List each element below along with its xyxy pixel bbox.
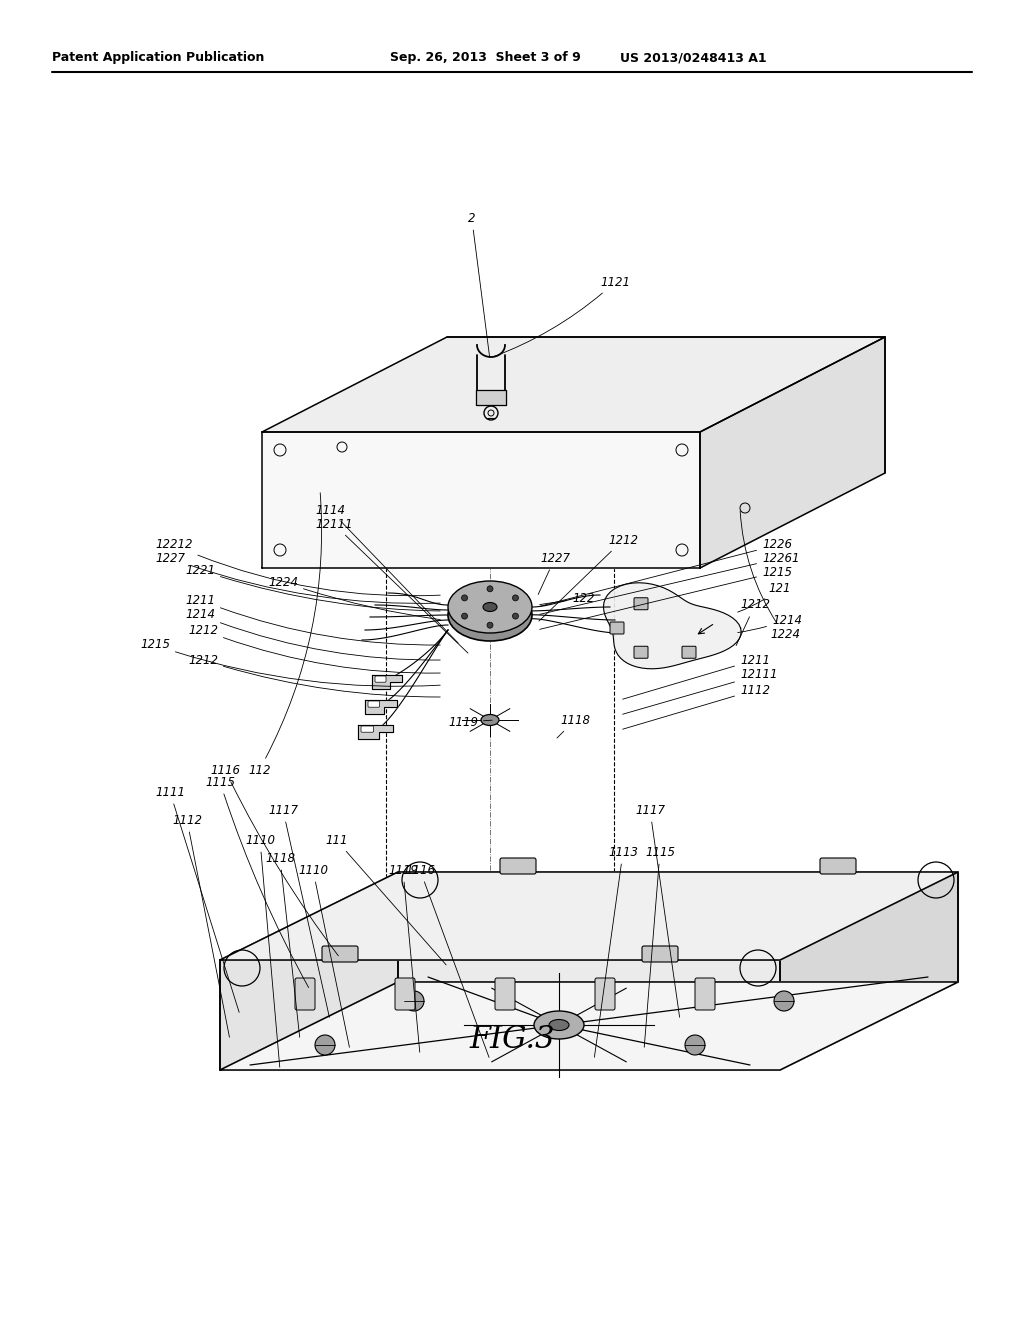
FancyBboxPatch shape [682,647,696,659]
Text: 1211: 1211 [623,653,770,700]
Text: 1112: 1112 [623,684,770,729]
Text: 1110: 1110 [298,863,349,1047]
Polygon shape [220,873,958,960]
FancyBboxPatch shape [495,978,515,1010]
Circle shape [685,1035,705,1055]
Text: 2: 2 [468,211,489,358]
Text: 111: 111 [325,833,446,965]
Circle shape [512,612,518,619]
Text: Sep. 26, 2013  Sheet 3 of 9: Sep. 26, 2013 Sheet 3 of 9 [390,51,581,65]
Ellipse shape [534,1011,584,1039]
Text: 12111: 12111 [623,668,777,714]
Text: 1111: 1111 [155,785,240,1012]
Text: 1114: 1114 [315,503,458,643]
Text: 1116: 1116 [210,763,338,956]
Text: 121: 121 [737,582,791,612]
FancyBboxPatch shape [368,701,380,708]
Text: 1212: 1212 [539,533,638,622]
Text: 112: 112 [248,492,322,776]
Polygon shape [365,700,397,714]
FancyBboxPatch shape [295,978,315,1010]
Text: 1215: 1215 [540,565,792,630]
Polygon shape [372,675,402,689]
FancyBboxPatch shape [820,858,856,874]
Polygon shape [603,582,741,669]
Polygon shape [220,960,780,1071]
Text: 1118: 1118 [557,714,590,738]
Polygon shape [262,337,885,432]
Ellipse shape [449,581,532,634]
FancyBboxPatch shape [695,978,715,1010]
Text: 1211: 1211 [185,594,440,645]
Polygon shape [262,432,700,568]
Text: 1212: 1212 [188,653,440,697]
Text: 1117: 1117 [635,804,680,1018]
FancyBboxPatch shape [610,622,624,634]
Text: 1118: 1118 [265,851,300,1038]
Text: 1224: 1224 [268,576,440,619]
Text: 1224: 1224 [740,511,800,642]
FancyBboxPatch shape [642,946,678,962]
Text: 1117: 1117 [268,804,330,1018]
Circle shape [487,586,493,591]
Text: US 2013/0248413 A1: US 2013/0248413 A1 [620,51,767,65]
Text: 1116: 1116 [406,863,489,1057]
Polygon shape [700,337,885,568]
Text: FIG.3: FIG.3 [469,1024,555,1056]
Polygon shape [220,873,398,1071]
Text: 1121: 1121 [493,276,630,356]
Text: 12212: 12212 [155,539,440,595]
Circle shape [315,1035,335,1055]
FancyBboxPatch shape [500,858,536,874]
Circle shape [774,991,794,1011]
Ellipse shape [449,589,532,642]
Text: 1119: 1119 [449,715,493,729]
FancyBboxPatch shape [634,598,648,610]
FancyBboxPatch shape [361,726,374,733]
Text: 1214: 1214 [185,609,440,660]
Circle shape [462,595,468,601]
Polygon shape [780,873,958,1071]
Ellipse shape [481,714,499,726]
Text: 1227: 1227 [539,552,570,594]
Circle shape [512,595,518,601]
Polygon shape [220,982,958,1071]
Polygon shape [476,389,506,405]
Text: 1115: 1115 [644,846,675,1047]
Polygon shape [398,873,958,982]
Ellipse shape [549,1019,569,1031]
FancyBboxPatch shape [634,647,648,659]
FancyBboxPatch shape [322,946,358,962]
Circle shape [462,612,468,619]
FancyBboxPatch shape [595,978,615,1010]
Text: 1115: 1115 [205,776,308,987]
Text: 12111: 12111 [315,517,468,653]
Text: 1221: 1221 [185,564,440,611]
Text: 1112: 1112 [172,813,229,1038]
Circle shape [487,622,493,628]
Text: 1110: 1110 [245,833,280,1068]
Text: 1113: 1113 [594,846,638,1057]
Text: 12261: 12261 [540,552,800,614]
Text: 1212: 1212 [736,598,770,645]
Text: 122: 122 [540,591,595,605]
Text: 1212: 1212 [188,623,440,673]
Text: 1226: 1226 [540,539,792,606]
FancyBboxPatch shape [395,978,415,1010]
Polygon shape [358,725,393,739]
Text: 1119: 1119 [388,863,420,1052]
Text: Patent Application Publication: Patent Application Publication [52,51,264,65]
Circle shape [404,991,424,1011]
Text: 1215: 1215 [140,639,440,686]
Ellipse shape [483,602,497,611]
FancyBboxPatch shape [375,676,386,682]
Text: 1214: 1214 [737,614,802,632]
Text: 1227: 1227 [155,552,440,603]
